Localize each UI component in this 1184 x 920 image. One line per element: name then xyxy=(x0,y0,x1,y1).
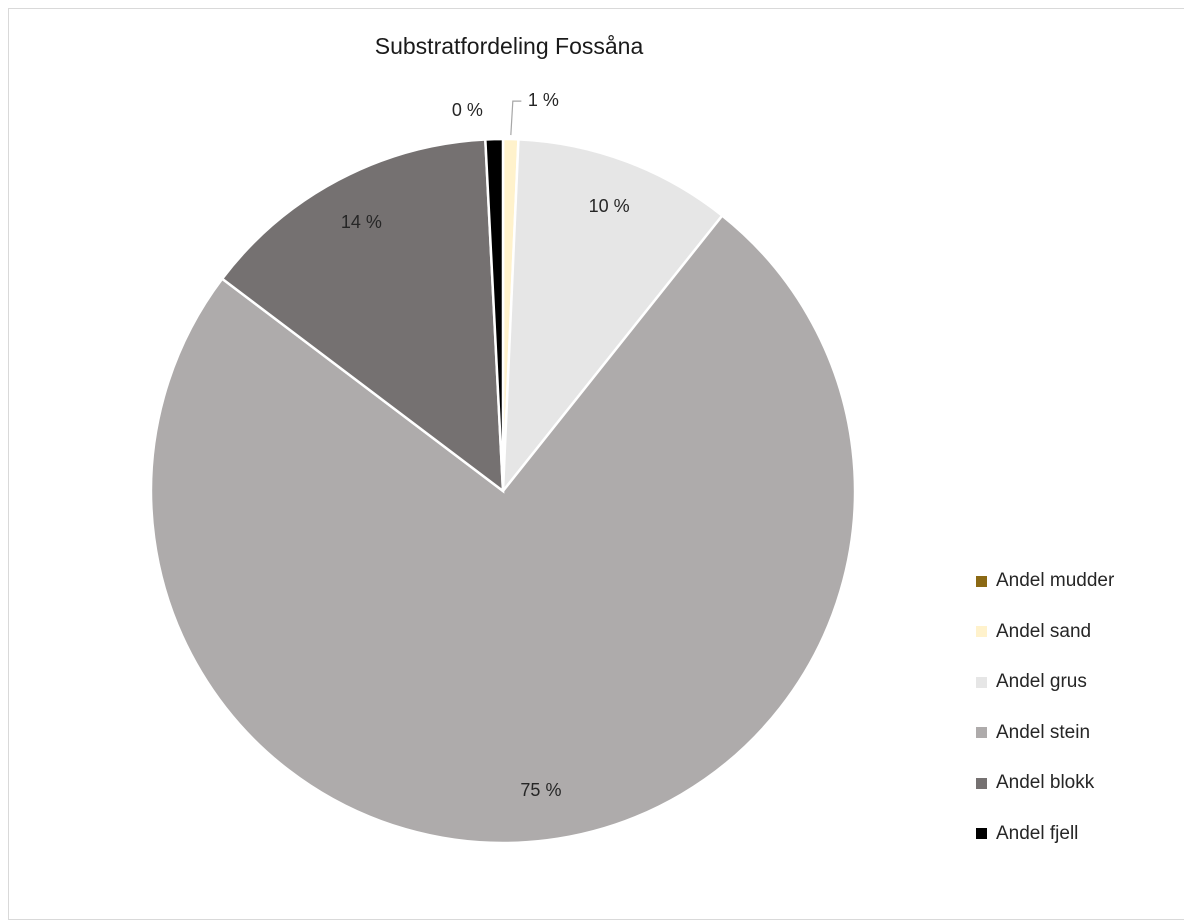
data-label-andel-blokk: 14 % xyxy=(341,212,382,232)
data-label-andel-stein: 75 % xyxy=(520,780,561,800)
legend-swatch xyxy=(976,778,987,789)
legend-label: Andel grus xyxy=(996,671,1087,693)
legend-item-andel-fjell: Andel fjell xyxy=(976,809,1114,860)
pie-chart: 1 % 10 % 75 % 14 % 0 % xyxy=(9,9,1009,909)
data-label-andel-fjell: 0 % xyxy=(452,100,483,120)
legend-item-andel-mudder: Andel mudder xyxy=(976,556,1114,607)
legend-swatch xyxy=(976,626,987,637)
legend-label: Andel sand xyxy=(996,621,1091,643)
legend-label: Andel blokk xyxy=(996,772,1094,794)
legend-item-andel-grus: Andel grus xyxy=(976,657,1114,708)
legend-label: Andel mudder xyxy=(996,570,1114,592)
legend-swatch xyxy=(976,727,987,738)
legend-item-andel-blokk: Andel blokk xyxy=(976,758,1114,809)
legend-label: Andel stein xyxy=(996,722,1090,744)
chart-frame: Substratfordeling Fossåna 1 % 10 % 75 % 14 … xyxy=(8,8,1184,920)
legend-label: Andel fjell xyxy=(996,823,1078,845)
leader-line-andel-sand xyxy=(511,101,522,135)
legend: Andel mudder Andel sand Andel grus Andel st… xyxy=(976,556,1114,859)
data-label-andel-grus: 10 % xyxy=(589,196,630,216)
legend-item-andel-stein: Andel stein xyxy=(976,708,1114,759)
legend-swatch xyxy=(976,576,987,587)
data-label-andel-sand: 1 % xyxy=(528,90,559,110)
legend-swatch xyxy=(976,828,987,839)
legend-item-andel-sand: Andel sand xyxy=(976,607,1114,658)
legend-swatch xyxy=(976,677,987,688)
